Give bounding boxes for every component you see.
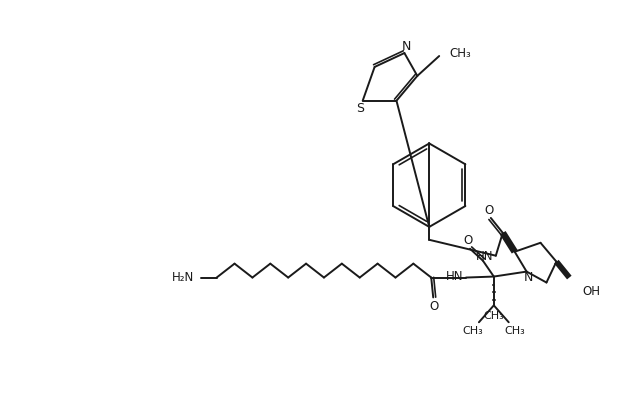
Text: N: N <box>402 39 411 52</box>
Text: O: O <box>484 205 494 218</box>
Text: CH₃: CH₃ <box>463 326 483 336</box>
Text: H₂N: H₂N <box>171 271 194 284</box>
Text: CH₃: CH₃ <box>449 47 471 60</box>
Text: O: O <box>463 234 473 247</box>
Text: S: S <box>356 102 363 115</box>
Text: HN: HN <box>477 250 494 263</box>
Text: OH: OH <box>582 285 600 298</box>
Text: HN: HN <box>446 270 463 283</box>
Text: CH₃: CH₃ <box>504 326 525 336</box>
Text: CH₃: CH₃ <box>483 311 504 321</box>
Text: O: O <box>430 300 439 313</box>
Text: N: N <box>524 271 533 284</box>
